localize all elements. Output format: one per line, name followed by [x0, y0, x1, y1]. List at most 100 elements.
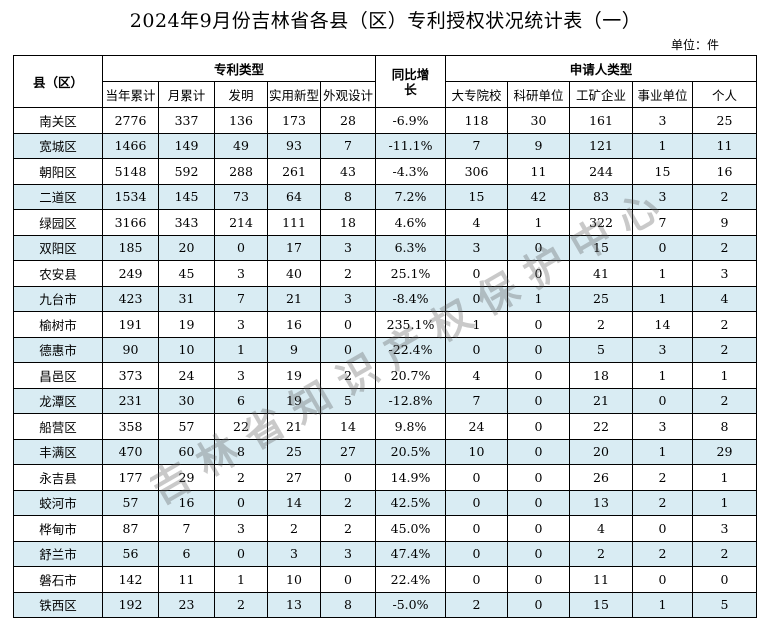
value-cell: 49 [214, 132, 268, 159]
value-cell: 0 [214, 540, 268, 567]
value-cell: 0 [445, 540, 508, 567]
value-cell: 235.1% [375, 311, 446, 338]
value-cell: 45.0% [375, 515, 446, 542]
header-yoy: 同比增长 [375, 55, 446, 108]
county-cell: 宽城区 [13, 132, 103, 159]
value-cell: -22.4% [375, 336, 446, 363]
table-row: 绿园区 3166 343 214 111 18 4.6% 4 1 322 7 9 [13, 209, 757, 236]
value-cell: 3 [214, 515, 268, 542]
value-cell: 14.9% [375, 464, 446, 491]
value-cell: 3 [214, 260, 268, 287]
table-row: 桦甸市 87 7 3 2 2 45.0% 0 0 4 0 3 [13, 515, 757, 542]
table-row: 朝阳区 5148 592 288 261 43 -4.3% 306 11 244 15 16 [13, 158, 757, 185]
value-cell: 3 [632, 413, 693, 440]
value-cell: 0 [507, 591, 570, 618]
value-cell: 57 [158, 413, 215, 440]
value-cell: 1 [632, 591, 693, 618]
value-cell: 14 [320, 413, 376, 440]
value-cell: 2 [320, 260, 376, 287]
value-cell: 22 [214, 413, 268, 440]
value-cell: 0 [632, 515, 693, 542]
value-cell: 30 [507, 107, 570, 134]
value-cell: 20 [569, 438, 633, 465]
value-cell: 21 [267, 413, 321, 440]
value-cell: 0 [507, 260, 570, 287]
value-cell: 0 [445, 515, 508, 542]
value-cell: 1 [214, 336, 268, 363]
county-cell: 舒兰市 [13, 540, 103, 567]
value-cell: 0 [320, 464, 376, 491]
value-cell: 0 [632, 387, 693, 414]
value-cell: -4.3% [375, 158, 446, 185]
header-design: 外观设计 [320, 81, 376, 108]
value-cell: -12.8% [375, 387, 446, 414]
value-cell: 40 [267, 260, 321, 287]
value-cell: 358 [102, 413, 159, 440]
value-cell: 214 [214, 209, 268, 236]
value-cell: 0 [507, 362, 570, 389]
value-cell: 2 [692, 183, 757, 210]
value-cell: 11 [692, 132, 757, 159]
value-cell: 3 [214, 362, 268, 389]
table-row: 船营区 358 57 22 21 14 9.8% 24 0 22 3 8 [13, 413, 757, 440]
value-cell: 1466 [102, 132, 159, 159]
value-cell: 3 [214, 311, 268, 338]
value-cell: 10 [158, 336, 215, 363]
value-cell: 2 [632, 464, 693, 491]
county-cell: 农安县 [13, 260, 103, 287]
value-cell: 1 [214, 566, 268, 593]
value-cell: 161 [569, 107, 633, 134]
value-cell: 16 [267, 311, 321, 338]
value-cell: 306 [445, 158, 508, 185]
value-cell: 6.3% [375, 234, 446, 261]
value-cell: 0 [445, 336, 508, 363]
table-row: 榆树市 191 19 3 16 0 235.1% 1 0 2 14 2 [13, 311, 757, 338]
value-cell: 3 [445, 234, 508, 261]
value-cell: 6 [158, 540, 215, 567]
value-cell: 25 [569, 285, 633, 312]
county-cell: 榆树市 [13, 311, 103, 338]
value-cell: 5 [692, 591, 757, 618]
table-row: 农安县 249 45 3 40 2 25.1% 0 0 41 1 3 [13, 260, 757, 287]
value-cell: 2776 [102, 107, 159, 134]
county-cell: 德惠市 [13, 336, 103, 363]
value-cell: 111 [267, 209, 321, 236]
value-cell: 337 [158, 107, 215, 134]
value-cell: 25.1% [375, 260, 446, 287]
county-cell: 绿园区 [13, 209, 103, 236]
value-cell: 64 [267, 183, 321, 210]
value-cell: 1 [632, 285, 693, 312]
value-cell: 26 [569, 464, 633, 491]
county-cell: 丰满区 [13, 438, 103, 465]
value-cell: 2 [320, 515, 376, 542]
value-cell: 5 [569, 336, 633, 363]
value-cell: 45 [158, 260, 215, 287]
value-cell: 0 [445, 566, 508, 593]
value-cell: -5.0% [375, 591, 446, 618]
value-cell: 15 [632, 158, 693, 185]
table-row: 南关区 2776 337 136 173 28 -6.9% 118 30 161 3 25 [13, 107, 757, 134]
value-cell: 19 [267, 387, 321, 414]
value-cell: 0 [320, 566, 376, 593]
value-cell: 121 [569, 132, 633, 159]
value-cell: 8 [320, 183, 376, 210]
header-research: 科研单位 [507, 81, 570, 108]
value-cell: 9.8% [375, 413, 446, 440]
value-cell: 30 [158, 387, 215, 414]
value-cell: 3 [632, 107, 693, 134]
value-cell: 11 [507, 158, 570, 185]
value-cell: 4 [445, 209, 508, 236]
value-cell: 0 [507, 387, 570, 414]
value-cell: -6.9% [375, 107, 446, 134]
value-cell: 3 [320, 540, 376, 567]
value-cell: 288 [214, 158, 268, 185]
value-cell: 261 [267, 158, 321, 185]
value-cell: 25 [692, 107, 757, 134]
value-cell: 3 [320, 285, 376, 312]
value-cell: 2 [267, 515, 321, 542]
county-cell: 蛟河市 [13, 489, 103, 516]
header-cumulative: 当年累计 [102, 81, 159, 108]
value-cell: 41 [569, 260, 633, 287]
value-cell: 15 [569, 591, 633, 618]
value-cell: 142 [102, 566, 159, 593]
